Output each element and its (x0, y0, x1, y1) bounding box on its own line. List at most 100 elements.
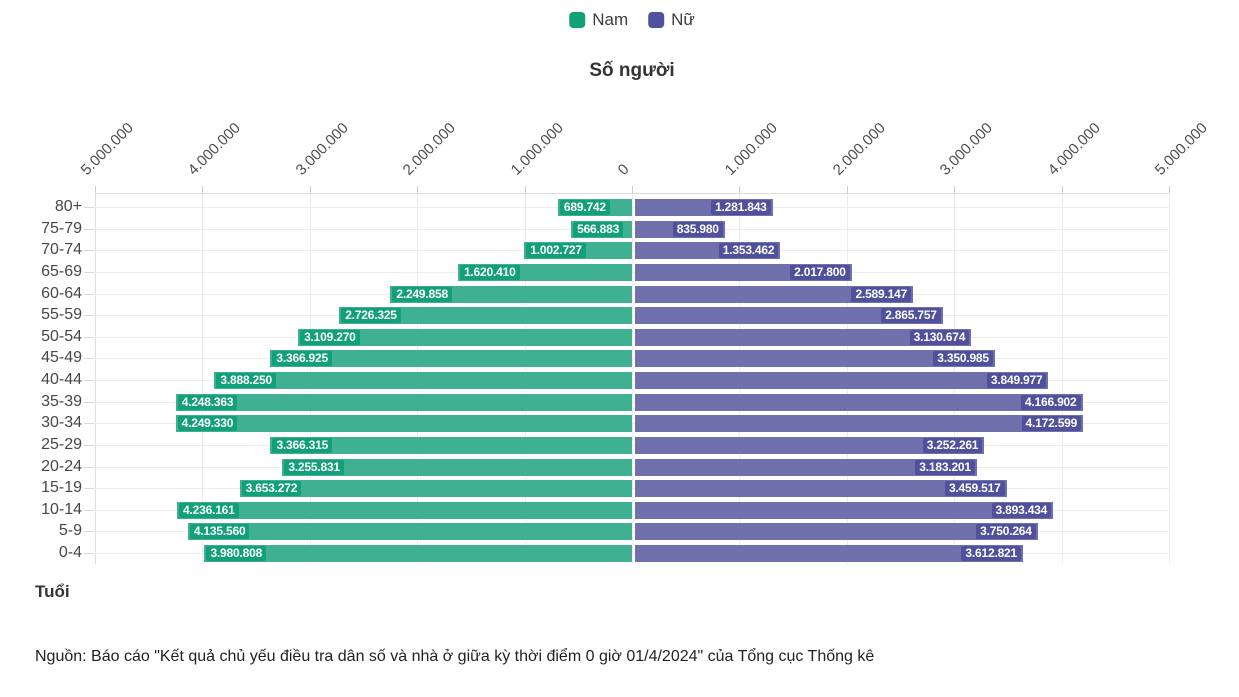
bar-value-label: 566.883 (573, 222, 624, 237)
bar-female[interactable]: 1.281.843 (635, 199, 773, 216)
bar-male[interactable]: 3.109.270 (298, 329, 632, 346)
bar-value-label: 3.888.250 (216, 373, 276, 388)
bar-male[interactable]: 3.366.315 (270, 437, 632, 454)
age-group-label: 50-54 (41, 328, 82, 345)
x-axis-tick (1169, 186, 1170, 193)
legend-item-nu[interactable]: Nữ (648, 10, 695, 30)
bar-male[interactable]: 2.249.858 (390, 286, 632, 303)
row-gridline (95, 488, 1169, 489)
age-group-label: 65-69 (41, 263, 82, 280)
bar-female[interactable]: 4.172.599 (635, 415, 1084, 432)
bar-male[interactable]: 1.620.410 (457, 264, 632, 281)
bar-value-label: 3.750.264 (976, 524, 1036, 539)
legend-item-nam[interactable]: Nam (569, 10, 628, 30)
bar-male[interactable]: 1.002.727 (524, 242, 632, 259)
source-note: Nguồn: Báo cáo "Kết quả chủ yếu điều tra… (35, 648, 875, 665)
bar-female[interactable]: 3.130.674 (635, 329, 972, 346)
x-axis-tick-label: 3.000.000 (936, 119, 997, 179)
bar-female[interactable]: 2.589.147 (635, 286, 914, 303)
bar-value-label: 3.252.261 (922, 438, 983, 453)
bar-male[interactable]: 3.255.831 (282, 459, 632, 476)
bar-value-label: 689.742 (559, 200, 610, 215)
y-axis-tick (84, 488, 95, 489)
y-axis-tick (84, 467, 95, 468)
y-axis-tick (84, 531, 95, 532)
y-axis-tick (84, 272, 95, 273)
bar-value-label: 3.109.270 (300, 330, 360, 345)
age-group-label: 80+ (54, 198, 82, 215)
bar-value-label: 3.893.434 (991, 503, 1052, 518)
bar-female[interactable]: 3.183.201 (635, 459, 977, 476)
x-axis-tick (632, 186, 633, 193)
bar-value-label: 2.017.800 (790, 265, 850, 280)
bar-male[interactable]: 3.653.272 (239, 480, 632, 497)
bar-value-label: 3.849.977 (986, 373, 1047, 388)
x-gridline (1061, 193, 1063, 564)
bar-female[interactable]: 2.017.800 (635, 264, 852, 281)
legend-swatch-icon (648, 12, 665, 28)
y-axis-tick (84, 229, 95, 230)
x-axis-tick (524, 186, 526, 193)
bar-male[interactable]: 4.248.363 (175, 394, 632, 411)
age-group-label: 55-59 (41, 306, 82, 323)
x-axis-line (95, 193, 1169, 194)
age-group-label: 0-4 (58, 544, 82, 561)
bar-value-label: 3.653.272 (241, 481, 302, 496)
y-axis-tick (84, 315, 95, 316)
bar-value-label: 2.726.325 (341, 308, 401, 323)
bar-female[interactable]: 3.849.977 (635, 372, 1049, 389)
age-group-label: 70-74 (41, 241, 82, 258)
x-axis-tick-label: 3.000.000 (292, 119, 352, 179)
bar-female[interactable]: 3.459.517 (635, 480, 1007, 497)
bar-value-label: 4.172.599 (1021, 416, 1082, 431)
bar-female[interactable]: 3.750.264 (635, 523, 1038, 540)
bar-value-label: 2.589.147 (851, 287, 912, 302)
y-axis-line (95, 193, 96, 564)
x-gridline (1169, 193, 1170, 564)
bar-female[interactable]: 3.350.985 (635, 350, 995, 367)
age-group-label: 25-29 (41, 436, 82, 453)
bar-female[interactable]: 3.252.261 (635, 437, 985, 454)
bar-value-label: 4.166.902 (1020, 395, 1081, 410)
bar-female[interactable]: 1.353.462 (635, 242, 781, 259)
legend-swatch-icon (569, 12, 586, 28)
row-gridline (95, 207, 1169, 208)
bar-female[interactable]: 835.980 (635, 221, 725, 238)
chart-title: Số người (589, 60, 675, 81)
bar-male[interactable]: 4.236.161 (177, 502, 632, 519)
bar-male[interactable]: 2.726.325 (339, 307, 632, 324)
y-axis-tick (84, 553, 95, 554)
x-axis-tick (954, 186, 956, 193)
row-gridline (95, 337, 1169, 338)
bar-value-label: 2.249.858 (392, 287, 452, 302)
bar-female[interactable]: 4.166.902 (635, 394, 1083, 411)
bar-value-label: 1.281.843 (711, 200, 771, 215)
bar-male[interactable]: 4.135.560 (187, 523, 632, 540)
bar-female[interactable]: 2.865.757 (635, 307, 943, 324)
bar-male[interactable]: 3.888.250 (214, 372, 632, 389)
bar-male[interactable]: 3.980.808 (204, 545, 632, 562)
y-axis-tick (84, 510, 95, 511)
chart-legend: Nam Nữ (569, 10, 695, 30)
bar-female[interactable]: 3.612.821 (635, 545, 1024, 562)
row-gridline (95, 553, 1169, 554)
x-axis-tick (95, 186, 96, 193)
bar-male[interactable]: 689.742 (557, 199, 632, 216)
x-gridline (202, 193, 204, 564)
bar-value-label: 3.255.831 (284, 460, 344, 475)
bar-male[interactable]: 4.249.330 (175, 415, 632, 432)
bar-male[interactable]: 566.883 (571, 221, 632, 238)
y-axis-tick (84, 423, 95, 424)
age-group-label: 10-14 (41, 501, 82, 518)
bar-value-label: 1.353.462 (718, 243, 779, 258)
bar-male[interactable]: 3.366.925 (270, 350, 632, 367)
x-gridline (632, 193, 633, 564)
x-axis-tick (739, 186, 741, 193)
bar-value-label: 3.366.925 (272, 351, 332, 366)
bar-female[interactable]: 3.893.434 (635, 502, 1054, 519)
row-gridline (95, 467, 1169, 468)
bar-value-label: 3.980.808 (206, 546, 267, 561)
x-axis-tick-label: 5.000.000 (77, 119, 137, 179)
row-gridline (95, 510, 1169, 511)
